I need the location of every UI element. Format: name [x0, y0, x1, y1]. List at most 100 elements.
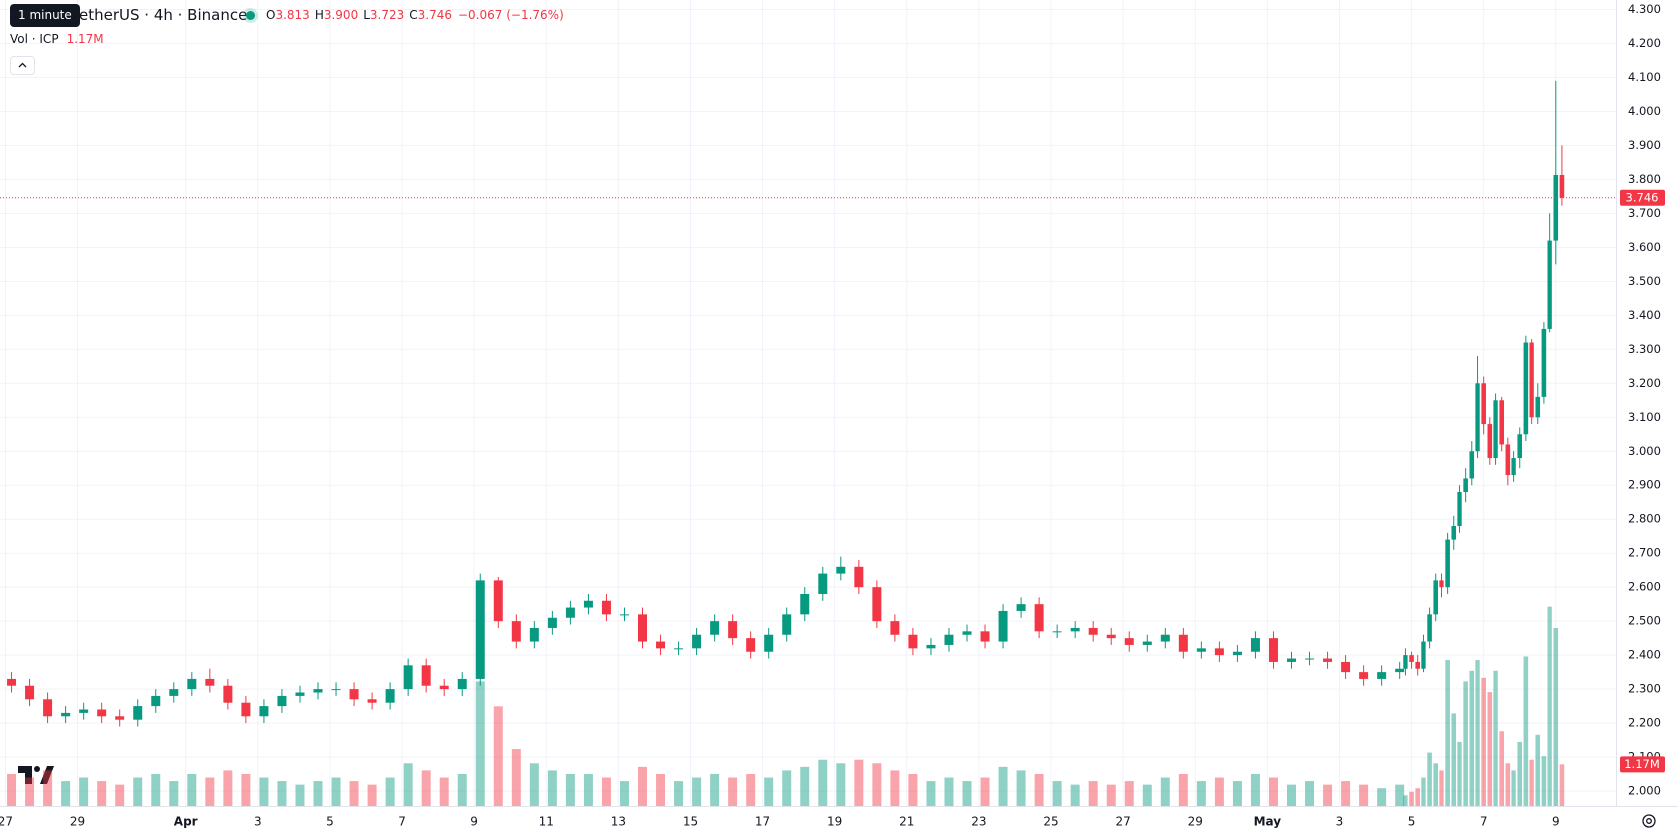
candle-body: [349, 689, 359, 700]
candle-body: [151, 695, 161, 707]
volume-bar: [1499, 731, 1505, 806]
candle-body: [565, 607, 575, 618]
candle-body: [1427, 614, 1432, 642]
candle-body: [1377, 672, 1387, 679]
candle-body: [25, 685, 35, 700]
x-tick-label: 7: [1480, 815, 1488, 829]
x-tick-label: 5: [326, 815, 334, 829]
volume-bar: [1341, 781, 1351, 806]
volume-bar: [43, 770, 53, 806]
volume-label[interactable]: Vol · ICP: [10, 32, 59, 46]
settings-icon[interactable]: [1642, 814, 1656, 828]
x-tick-label: 11: [539, 815, 554, 829]
volume-bar: [511, 749, 521, 806]
x-tick-label: 3: [254, 815, 262, 829]
volume-bar: [457, 773, 467, 806]
candle-body: [818, 573, 828, 594]
volume-bar: [1469, 670, 1475, 806]
volume-bar: [1070, 784, 1080, 806]
candle-body: [1287, 658, 1297, 662]
volume-bar: [872, 763, 882, 806]
candle-body: [511, 621, 521, 642]
y-tick-label: 2.900: [1628, 478, 1661, 492]
y-tick-label: 3.300: [1628, 342, 1661, 356]
candle-body: [367, 699, 377, 703]
close-label: C: [409, 8, 418, 22]
y-tick-label: 4.000: [1628, 104, 1661, 118]
volume-bar: [746, 773, 756, 806]
volume-bar: [1250, 773, 1260, 806]
candle-body: [1088, 627, 1098, 635]
tooltip: 1 minute: [10, 4, 80, 27]
symbol-title[interactable]: etherUS · 4h · Binance: [79, 6, 248, 24]
candle-body: [944, 634, 954, 645]
candle-body: [295, 692, 305, 696]
candle-body: [1160, 634, 1170, 642]
volume-bar: [1523, 656, 1529, 806]
candle-body: [692, 634, 702, 649]
candle-body: [1341, 661, 1351, 673]
candle-body: [638, 614, 648, 642]
candle-body: [79, 709, 89, 713]
y-tick-label: 2.200: [1628, 716, 1661, 730]
collapse-button[interactable]: [10, 56, 35, 75]
candle-body: [1451, 526, 1457, 540]
y-tick-label: 4.200: [1628, 36, 1661, 50]
candle-body: [1553, 174, 1559, 241]
candle-body: [1268, 638, 1278, 662]
candle-body: [1124, 638, 1134, 645]
y-tick-label: 4.300: [1628, 2, 1661, 16]
volume-bar: [1287, 784, 1297, 806]
volume-bar: [1547, 606, 1552, 806]
volume-bar: [1088, 781, 1098, 806]
volume-bar: [601, 777, 611, 806]
x-tick-label: 25: [1043, 815, 1058, 829]
candle-body: [619, 614, 629, 616]
volume-bar: [1463, 681, 1468, 806]
volume-bar: [1034, 773, 1044, 806]
volume-bar: [656, 773, 666, 806]
y-tick-label: 2.000: [1628, 784, 1661, 798]
candle-body: [457, 678, 467, 690]
volume-bar: [1395, 784, 1405, 806]
candle-body: [547, 617, 557, 628]
volume-bar: [1106, 784, 1116, 806]
candle-body: [1415, 661, 1420, 669]
candle-body: [1409, 655, 1414, 662]
volume-bar: [1214, 777, 1224, 806]
volume-bar: [1439, 770, 1444, 806]
y-tick-label: 2.600: [1628, 580, 1661, 594]
low-label: L: [363, 8, 370, 22]
candle-body: [1487, 424, 1493, 459]
candle-body: [1403, 655, 1408, 669]
volume-bar: [1475, 660, 1480, 806]
volume-bar: [367, 784, 377, 806]
candle-body: [1359, 672, 1369, 679]
candle-body: [710, 621, 720, 635]
candle-body: [764, 634, 774, 652]
tradingview-logo[interactable]: [18, 766, 54, 784]
candle-body: [1541, 328, 1547, 397]
volume-bar: [1178, 773, 1188, 806]
low-value: 3.723: [369, 8, 405, 22]
volume-bar: [493, 706, 503, 806]
candle-body: [61, 712, 71, 717]
y-tick-label: 3.200: [1628, 376, 1661, 390]
candle-body: [1323, 658, 1333, 662]
ohlc-legend: O 3.813 H 3.900 L 3.723 C 3.746 −0.067 (−1.7…: [246, 8, 564, 22]
candle-body: [259, 706, 269, 717]
volume-bar: [385, 777, 395, 806]
volume-bar: [800, 766, 810, 806]
volume-bar: [854, 759, 864, 806]
candle-body: [223, 685, 233, 703]
volume-bar: [187, 773, 197, 806]
candle-body: [313, 689, 323, 693]
candle-body: [980, 631, 990, 642]
x-tick-label: 15: [683, 815, 698, 829]
market-status-dot[interactable]: [246, 10, 255, 20]
volume-bar: [115, 784, 125, 806]
close-value: 3.746: [417, 8, 452, 22]
volume-bar: [1415, 788, 1420, 806]
